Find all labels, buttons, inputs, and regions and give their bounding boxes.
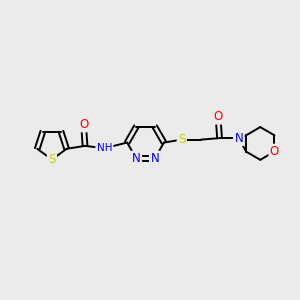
Text: O: O [213,110,223,123]
Text: N: N [132,152,141,165]
Text: NH: NH [97,143,112,153]
Text: S: S [48,153,56,166]
Text: O: O [270,145,279,158]
Text: N: N [150,152,159,165]
Text: O: O [79,118,88,131]
Text: N: N [235,132,243,145]
Text: S: S [178,133,185,146]
